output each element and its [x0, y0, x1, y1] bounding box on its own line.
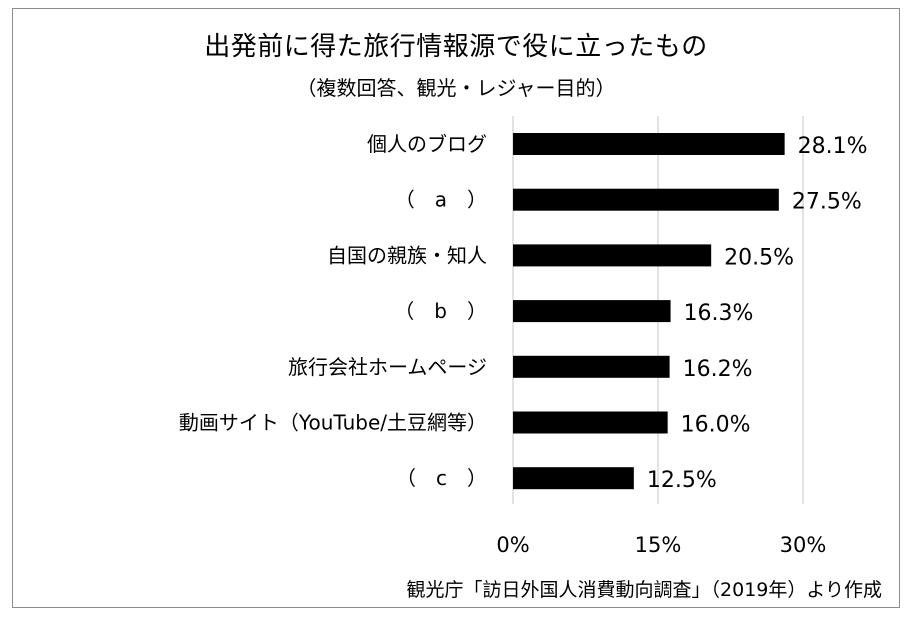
value-label: 16.2%	[683, 357, 753, 382]
chart-frame	[12, 8, 900, 608]
bar	[513, 244, 712, 267]
value-label: 28.1%	[798, 134, 868, 159]
bar	[513, 467, 634, 490]
category-label: （ c ）	[396, 466, 487, 490]
category-label: 自国の親族・知人	[327, 243, 487, 267]
category-label: （ b ）	[394, 299, 487, 323]
bars	[513, 133, 785, 490]
value-labels: 28.1% 27.5% 20.5% 16.3% 16.2% 16.0% 12.5%	[647, 134, 868, 493]
source-note: 観光庁「訪日外国人消費動向調査」（2019年）より作成	[406, 579, 882, 601]
category-label: 個人のブログ	[367, 132, 487, 156]
bar	[513, 300, 671, 323]
value-label: 12.5%	[647, 468, 717, 493]
chart-title: 出発前に得た旅行情報源で役に立ったもの	[204, 32, 708, 62]
value-label: 16.0%	[681, 413, 751, 438]
category-labels: 個人のブログ （ a ） 自国の親族・知人 （ b ） 旅行会社ホームページ動画サイト（…	[179, 132, 487, 490]
value-label: 16.3%	[684, 301, 754, 326]
value-label: 27.5%	[792, 190, 862, 215]
chart-subtitle: （複数回答、観光・レジャー目的）	[296, 76, 616, 100]
x-tick-label: 30%	[780, 533, 827, 557]
category-label: 動画サイト（YouTube/土豆網等）	[179, 411, 487, 435]
bar	[513, 355, 670, 378]
category-label: 旅行会社ホームページ	[288, 355, 487, 379]
bar	[513, 411, 668, 434]
x-tick-label: 15%	[635, 533, 682, 557]
category-label: （ a ）	[395, 188, 487, 212]
bar	[513, 188, 779, 211]
value-label: 20.5%	[724, 245, 794, 270]
x-tick-label: 0%	[496, 533, 529, 557]
x-tick-labels: 0% 15% 30%	[496, 533, 826, 557]
bar	[513, 133, 785, 155]
